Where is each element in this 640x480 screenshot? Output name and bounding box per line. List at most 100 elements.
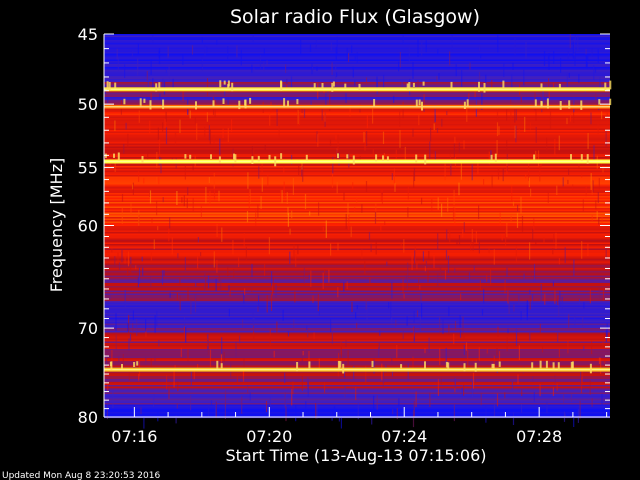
spectrogram-streak	[378, 347, 380, 358]
spectrogram-row	[104, 203, 610, 206]
spectrogram-row	[104, 403, 610, 405]
spectrogram-streak	[412, 128, 414, 137]
spectrogram-streak	[381, 363, 383, 381]
spectrogram-streak	[303, 105, 306, 118]
spectrogram-streak	[438, 73, 440, 80]
spectrogram-row	[104, 82, 610, 84]
spectrogram-streak	[356, 305, 358, 310]
spectrogram-row	[104, 193, 610, 195]
spectrogram-streak	[338, 411, 340, 422]
spectrogram-row	[104, 361, 610, 363]
spectrogram-row	[104, 229, 610, 231]
spectrogram-row	[104, 242, 610, 245]
spectrogram-streak	[459, 329, 462, 338]
spectrogram-row	[104, 280, 610, 282]
spectrogram-streak	[192, 160, 194, 171]
burst-spike	[609, 98, 612, 106]
spectrogram-streak	[137, 277, 139, 288]
spectrogram-streak	[407, 262, 409, 279]
spectrogram-streak	[563, 394, 565, 403]
spectrogram-row	[104, 248, 610, 251]
spectrogram-row	[104, 74, 610, 77]
spectrogram-streak	[396, 408, 398, 420]
spectrogram-streak	[224, 402, 226, 419]
spectrogram-streak	[478, 347, 480, 361]
spectrogram-streak	[543, 237, 545, 244]
burst-spike	[308, 361, 311, 369]
burst-spike	[571, 361, 574, 369]
spectrogram-streak	[437, 49, 439, 55]
spectrogram-streak	[109, 162, 111, 168]
spectrogram-streak	[219, 138, 221, 155]
spectrogram-streak	[392, 409, 394, 415]
spectrogram-streak	[578, 74, 580, 83]
spectrogram-streak	[292, 178, 294, 195]
spectrogram-row	[104, 317, 610, 320]
spectrogram-streak	[446, 111, 448, 116]
spectrogram-row	[104, 71, 610, 74]
y-axis-label: Frequency [MHz]	[47, 158, 66, 292]
spectrogram-row	[104, 262, 610, 264]
spectrogram-row	[104, 409, 610, 411]
spectrogram-streak	[260, 196, 262, 209]
spectrogram-streak	[439, 317, 441, 333]
spectrogram-row	[104, 95, 610, 98]
spectrogram-streak	[478, 242, 480, 254]
spectrogram-streak	[391, 282, 393, 299]
spectrogram-row	[104, 389, 610, 392]
spectrogram-streak	[310, 270, 312, 287]
spectrogram-streak	[335, 63, 337, 79]
spectrogram-row	[104, 277, 610, 279]
spectrogram-row	[104, 290, 610, 293]
spectrogram-streak	[168, 228, 170, 242]
spectrogram-streak	[351, 45, 353, 53]
spectrogram-streak	[577, 35, 579, 51]
spectrogram-streak	[130, 203, 132, 216]
spectrogram-streak	[498, 126, 500, 135]
spectrogram-row	[104, 65, 610, 68]
spectrogram-streak	[322, 226, 324, 232]
spectrogram-streak	[150, 276, 152, 287]
spectrogram-streak	[453, 404, 455, 422]
burst-spike	[498, 361, 501, 367]
spectrogram-streak	[194, 294, 197, 313]
spectrogram-streak	[125, 122, 127, 130]
spectrogram-streak	[337, 134, 339, 151]
spectrogram-row	[104, 110, 610, 113]
spectrogram-streak	[289, 228, 291, 235]
spectrogram-row	[104, 92, 610, 95]
spectrogram-streak	[335, 47, 337, 61]
spectrogram-row	[104, 127, 610, 129]
spectrogram-streak	[383, 74, 385, 90]
spectrogram-streak	[468, 272, 471, 281]
spectrogram-row	[104, 113, 610, 116]
spectrogram-streak	[533, 263, 536, 282]
spectrogram-row	[104, 212, 610, 215]
spectrogram-row	[104, 343, 610, 345]
spectrogram-row	[104, 383, 610, 386]
spectrogram-row	[104, 289, 610, 291]
spectrogram-streak	[204, 126, 206, 137]
spectrogram-streak	[218, 190, 220, 202]
spectrogram-streak	[354, 80, 356, 86]
spectrogram-streak	[395, 319, 397, 327]
spectrogram-streak	[552, 248, 554, 255]
spectrogram-streak	[497, 326, 499, 337]
spectrogram-row	[104, 250, 610, 252]
spectrogram-streak	[187, 348, 189, 362]
burst-spike	[244, 99, 247, 109]
spectrogram-row	[104, 70, 610, 72]
spectrogram-streak	[514, 37, 516, 55]
spectrogram-streak	[535, 126, 537, 143]
spectrogram-row	[104, 400, 610, 402]
spectrogram-streak	[369, 277, 371, 283]
spectrogram-streak	[317, 293, 319, 312]
spectrogram-row	[104, 128, 610, 131]
spectrogram-streak	[568, 72, 570, 78]
spectrogram-streak	[335, 72, 338, 77]
spectrogram-streak	[425, 40, 427, 53]
spectrogram-row	[104, 316, 610, 318]
spectrogram-streak	[553, 292, 555, 299]
spectrogram-streak	[549, 111, 552, 129]
spectrogram-row	[104, 274, 610, 276]
